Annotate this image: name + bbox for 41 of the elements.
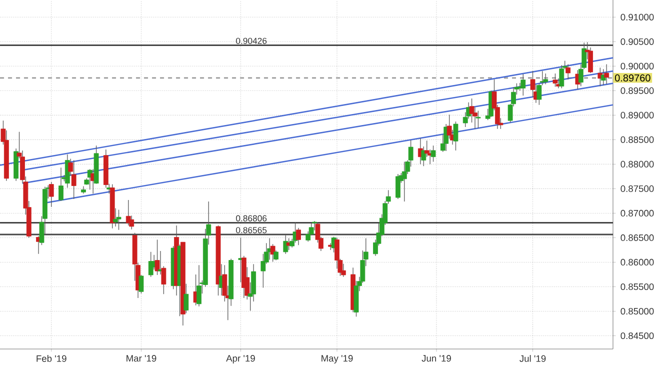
candlestick (58, 167, 64, 202)
candlestick (559, 64, 564, 89)
y-tick-label: 0.89500 (620, 87, 654, 94)
y-tick-label: 0.85500 (620, 283, 654, 290)
x-tick-label: Apr '19 (226, 355, 255, 364)
x-tick-label: Feb '19 (36, 355, 66, 362)
candlestick (402, 161, 407, 202)
ref-line-label: 0.89760 (614, 74, 650, 82)
y-tick-label: 0.90000 (620, 62, 654, 70)
candlestick (453, 121, 458, 151)
candlestick (184, 283, 189, 314)
y-tick-label: 0.87500 (620, 185, 654, 192)
y-tick-label: 0.88500 (620, 136, 654, 143)
candlestick (552, 73, 558, 88)
candlestick (48, 182, 54, 208)
ref-line-label: 0.90426 (236, 38, 267, 44)
y-tick-label: 0.91000 (620, 14, 654, 20)
x-tick-label: Jun '19 (422, 355, 451, 362)
candlestick (396, 174, 400, 200)
x-tick-label: May '19 (322, 355, 353, 364)
candlestick (340, 263, 346, 278)
y-tick-label: 0.86500 (620, 234, 654, 242)
candlestick (430, 145, 436, 162)
ref-line-label: 0.86806 (236, 215, 267, 222)
y-tick-label: 0.87000 (620, 210, 654, 217)
candlestick (543, 73, 548, 85)
candlestick (71, 160, 76, 200)
y-tick-label: 0.84500 (620, 332, 654, 340)
y-tick-label: 0.86000 (620, 258, 654, 266)
ref-line-label: 0.86565 (236, 227, 267, 234)
candlestick (476, 110, 481, 128)
y-tick-label: 0.88000 (620, 160, 654, 168)
candlestick (566, 64, 571, 80)
y-tick-label: 0.89000 (620, 112, 654, 118)
candlestick (196, 264, 202, 307)
candlestick (113, 208, 118, 227)
y-tick-label: 0.90500 (620, 38, 654, 45)
y-tick-label: 0.85000 (620, 308, 654, 315)
x-tick-label: Mar '19 (126, 355, 156, 362)
x-tick-label: Jul '19 (520, 355, 546, 362)
candlestick (116, 209, 122, 230)
